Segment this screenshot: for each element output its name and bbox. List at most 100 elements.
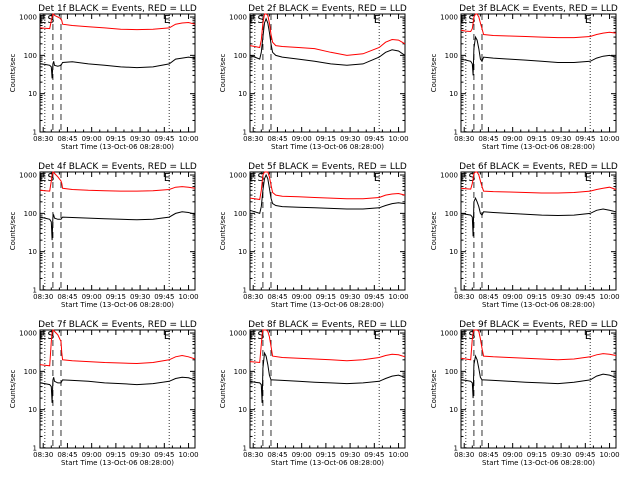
x-tick-label: 09:45 — [575, 293, 595, 301]
x-tick-label: 08:30 — [33, 135, 53, 143]
events-series-line — [249, 17, 406, 66]
plot-frame — [460, 329, 617, 449]
marker-e: E — [164, 329, 171, 342]
y-axis-label: Counts/sec — [9, 54, 17, 93]
events-series-line — [39, 211, 196, 241]
marker-e: E — [374, 171, 381, 184]
marker-s: S — [47, 13, 54, 26]
x-tick-label: 09:30 — [551, 135, 571, 143]
events-series-line — [39, 56, 196, 79]
plot-frame — [39, 329, 196, 449]
x-tick-label: 09:15 — [316, 451, 336, 459]
x-tick-label: 09:30 — [130, 293, 150, 301]
marker-e: E — [585, 13, 592, 26]
marker-s: S — [257, 329, 264, 342]
x-tick-label: 09:30 — [340, 135, 360, 143]
x-tick-label: 09:15 — [106, 451, 126, 459]
x-tick-label: 10:00 — [178, 451, 198, 459]
marker-e: E — [249, 13, 256, 26]
marker-s: S — [468, 171, 475, 184]
y-axis-label: Counts/sec — [219, 54, 227, 93]
marker-e: E — [39, 13, 46, 26]
events-series-line — [460, 354, 617, 399]
y-tick-label: 100 — [24, 210, 37, 218]
y-tick-label: 10 — [238, 248, 247, 256]
plot-frame — [249, 171, 406, 291]
x-axis-label: Start Time (13-Oct-06 08:28:00) — [482, 301, 595, 309]
x-tick-label: 10:00 — [599, 293, 619, 301]
y-tick-label: 1 — [243, 287, 247, 295]
lld-series-line — [249, 329, 406, 364]
panel-title: Det 2f BLACK = Events, RED = LLD — [248, 4, 407, 14]
x-tick-label: 08:45 — [267, 135, 287, 143]
plot-frame — [460, 13, 617, 133]
x-axis-label: Start Time (13-Oct-06 08:28:00) — [482, 459, 595, 467]
plot-frame — [460, 171, 617, 291]
x-tick-label: 09:15 — [106, 135, 126, 143]
x-tick-label: 08:30 — [243, 451, 263, 459]
panel-title: Det 9f BLACK = Events, RED = LLD — [459, 320, 618, 330]
x-tick-label: 08:45 — [57, 451, 77, 459]
x-tick-label: 09:30 — [551, 451, 571, 459]
x-tick-label: 10:00 — [599, 451, 619, 459]
x-tick-label: 09:00 — [503, 135, 523, 143]
y-axis-label: Counts/sec — [219, 212, 227, 251]
y-tick-label: 100 — [445, 210, 458, 218]
marker-s: S — [257, 13, 264, 26]
plot-frame — [249, 13, 406, 133]
panel-title: Det 7f BLACK = Events, RED = LLD — [38, 320, 197, 330]
x-tick-label: 09:45 — [575, 451, 595, 459]
x-tick-label: 08:45 — [478, 451, 498, 459]
panel-3: Det 3f BLACK = Events, RED = LLD 1 10 100 10… — [430, 4, 620, 151]
x-tick-label: 09:00 — [82, 135, 102, 143]
lld-series-line — [39, 13, 196, 31]
x-tick-label: 10:00 — [388, 293, 408, 301]
panel-7: Det 7f BLACK = Events, RED = LLD 1 10 100 10… — [9, 320, 199, 467]
y-tick-label: 100 — [445, 368, 458, 376]
lld-series-line — [249, 171, 406, 201]
x-tick-label: 09:30 — [551, 293, 571, 301]
x-axis-label: Start Time (13-Oct-06 08:28:00) — [61, 459, 174, 467]
y-tick-label: 10 — [28, 406, 37, 414]
x-tick-label: 08:45 — [478, 293, 498, 301]
x-tick-label: 09:00 — [292, 451, 312, 459]
y-tick-label: 100 — [24, 368, 37, 376]
x-tick-label: 09:30 — [340, 293, 360, 301]
marker-e: E — [585, 171, 592, 184]
y-tick-label: 1000 — [440, 172, 458, 180]
x-tick-label: 08:30 — [33, 451, 53, 459]
y-tick-label: 1000 — [19, 14, 37, 22]
panel-title: Det 8f BLACK = Events, RED = LLD — [248, 320, 407, 330]
x-tick-label: 10:00 — [178, 135, 198, 143]
x-tick-label: 09:15 — [316, 135, 336, 143]
y-tick-label: 1 — [454, 287, 458, 295]
y-axis-label: Counts/sec — [430, 370, 438, 409]
x-tick-label: 08:30 — [454, 293, 474, 301]
x-tick-label: 09:30 — [130, 451, 150, 459]
y-tick-label: 1000 — [229, 330, 247, 338]
x-tick-label: 09:00 — [503, 293, 523, 301]
panel-title: Det 3f BLACK = Events, RED = LLD — [459, 4, 618, 14]
x-tick-label: 09:45 — [154, 451, 174, 459]
x-axis-label: Start Time (13-Oct-06 08:28:00) — [271, 143, 384, 151]
marker-s: S — [47, 329, 54, 342]
y-tick-label: 10 — [238, 406, 247, 414]
marker-e: E — [374, 329, 381, 342]
x-tick-label: 09:45 — [364, 135, 384, 143]
x-tick-label: 08:45 — [478, 135, 498, 143]
x-tick-label: 09:45 — [364, 293, 384, 301]
y-tick-label: 1 — [33, 287, 37, 295]
lld-series-line — [460, 171, 617, 194]
panel-9: Det 9f BLACK = Events, RED = LLD 1 10 100 10… — [430, 320, 620, 467]
x-tick-label: 08:45 — [57, 135, 77, 143]
y-axis-label: Counts/sec — [430, 54, 438, 93]
x-axis-label: Start Time (13-Oct-06 08:28:00) — [482, 143, 595, 151]
panel-8: Det 8f BLACK = Events, RED = LLD 1 10 100 10… — [219, 320, 409, 467]
y-tick-label: 1000 — [229, 172, 247, 180]
y-tick-label: 100 — [234, 368, 247, 376]
x-tick-label: 09:30 — [130, 135, 150, 143]
x-tick-label: 08:30 — [33, 293, 53, 301]
lld-series-line — [460, 329, 617, 361]
x-tick-label: 09:45 — [154, 135, 174, 143]
